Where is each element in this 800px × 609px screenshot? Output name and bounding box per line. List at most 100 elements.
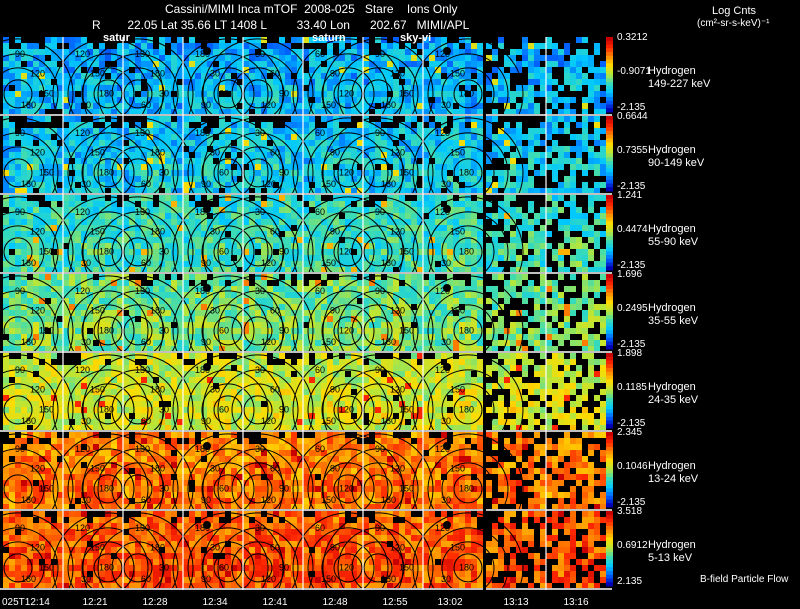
contour-label: 180 — [459, 562, 474, 572]
contour-label: 150 — [135, 365, 150, 375]
contour-label: 180 — [99, 167, 114, 177]
contour-label: 150 — [90, 543, 105, 553]
contour-label: 180 — [381, 179, 396, 189]
colorbar-tick: 0.6644 — [617, 111, 648, 122]
contour-label: 60 — [270, 69, 280, 79]
contour-label: 180 — [21, 574, 36, 584]
contour-label: 150 — [90, 148, 105, 158]
contour-line — [427, 527, 509, 609]
contour-label: 150 — [450, 464, 465, 474]
contour-label: 30 — [210, 69, 220, 79]
contour-label: 30 — [159, 483, 169, 493]
contour-line — [333, 553, 363, 583]
saturn-marker — [203, 126, 211, 134]
colorbar-tick: 3.518 — [617, 506, 643, 517]
contour-label: 30 — [255, 286, 265, 296]
contour-label: 90 — [279, 404, 289, 414]
contour-label: 90 — [201, 100, 211, 110]
colorbar-4 — [606, 274, 613, 350]
contour-label: 120 — [30, 385, 45, 395]
contour-label: 60 — [270, 227, 280, 237]
contour-label: 60 — [270, 543, 280, 553]
contour-label: 30 — [210, 148, 220, 158]
contour-label: 60 — [141, 574, 151, 584]
contour-line — [3, 79, 33, 109]
contour-label: 90 — [15, 128, 25, 138]
contour-label: 180 — [381, 416, 396, 426]
colorbar-tick: -2.135 — [617, 102, 646, 113]
contour-line — [213, 395, 243, 425]
contour-label: 60 — [141, 100, 151, 110]
contour-line — [67, 527, 149, 609]
contour-line — [0, 541, 45, 595]
contour-label: 150 — [135, 286, 150, 296]
contour-label: 30 — [159, 246, 169, 256]
contour-label: 90 — [330, 543, 340, 553]
contour-label: 60 — [219, 562, 229, 572]
contour-line — [453, 79, 483, 109]
contour-label: 90 — [330, 227, 340, 237]
contour-label: 90 — [201, 179, 211, 189]
contour-label: 90 — [279, 483, 289, 493]
contour-label: 60 — [315, 49, 325, 59]
contour-label: 120 — [75, 286, 90, 296]
colorbar-tick: 0.4474 — [617, 224, 648, 235]
contour-label: 30 — [81, 574, 91, 584]
contour-label: 180 — [99, 483, 114, 493]
colorbar-tick: 1.898 — [617, 348, 643, 359]
contour-label: 150 — [399, 562, 414, 572]
contour-label: 180 — [99, 246, 114, 256]
saturn-marker — [443, 521, 451, 529]
contour-label: 180 — [150, 385, 165, 395]
contour-line — [213, 158, 243, 188]
colorbar-tick: 0.1046 — [617, 461, 648, 472]
contour-label: 180 — [195, 286, 210, 296]
contour-label: 180 — [150, 227, 165, 237]
contour-label: 180 — [195, 128, 210, 138]
contour-line — [243, 237, 273, 267]
contour-label: 180 — [99, 404, 114, 414]
saturn-marker — [203, 284, 211, 292]
contour-label: 120 — [30, 306, 45, 316]
contour-line — [213, 316, 243, 346]
contour-label: 120 — [261, 100, 276, 110]
colorbar-tick: 1.696 — [617, 269, 643, 280]
row-label: Hydrogen 24-35 keV — [648, 381, 699, 406]
contour-label: 150 — [399, 325, 414, 335]
contour-label: 90 — [279, 562, 289, 572]
contour-label: 120 — [30, 148, 45, 158]
contour-label: 30 — [159, 325, 169, 335]
colorbar-tick: 0.7355 — [617, 145, 648, 156]
contour-line — [363, 474, 393, 504]
contour-label: 180 — [195, 49, 210, 59]
contour-line — [243, 316, 273, 346]
contour-label: 150 — [321, 337, 336, 347]
energy-row-2: 9012015018012015018030150180306018030609… — [0, 116, 606, 229]
colorbar-5 — [606, 353, 613, 429]
contour-label: 30 — [441, 574, 451, 584]
colorbar-tick: 2.135 — [617, 576, 643, 587]
contour-label: 30 — [210, 543, 220, 553]
contour-label: 120 — [261, 495, 276, 505]
contour-label: 90 — [201, 416, 211, 426]
contour-label: 60 — [315, 523, 325, 533]
contour-label: 60 — [315, 286, 325, 296]
chart-title: Cassini/MIMI Inca mTOF 2008-025 Stare Io… — [165, 2, 458, 16]
contour-line — [363, 237, 393, 267]
contour-label: 90 — [201, 495, 211, 505]
contour-line — [172, 512, 284, 609]
contour-label: 120 — [339, 325, 354, 335]
contour-line — [3, 237, 33, 267]
contour-label: 90 — [201, 258, 211, 268]
contour-label: 150 — [90, 464, 105, 474]
contour-label: 180 — [99, 88, 114, 98]
contour-label: 90 — [330, 148, 340, 158]
contour-label: 30 — [81, 416, 91, 426]
contour-label: 60 — [219, 404, 229, 414]
contour-line — [363, 79, 393, 109]
row-label: Hydrogen 90-149 keV — [648, 144, 705, 169]
contour-label: 30 — [255, 128, 265, 138]
contour-label: 60 — [219, 246, 229, 256]
contour-label: 60 — [315, 128, 325, 138]
contour-line — [333, 237, 363, 267]
